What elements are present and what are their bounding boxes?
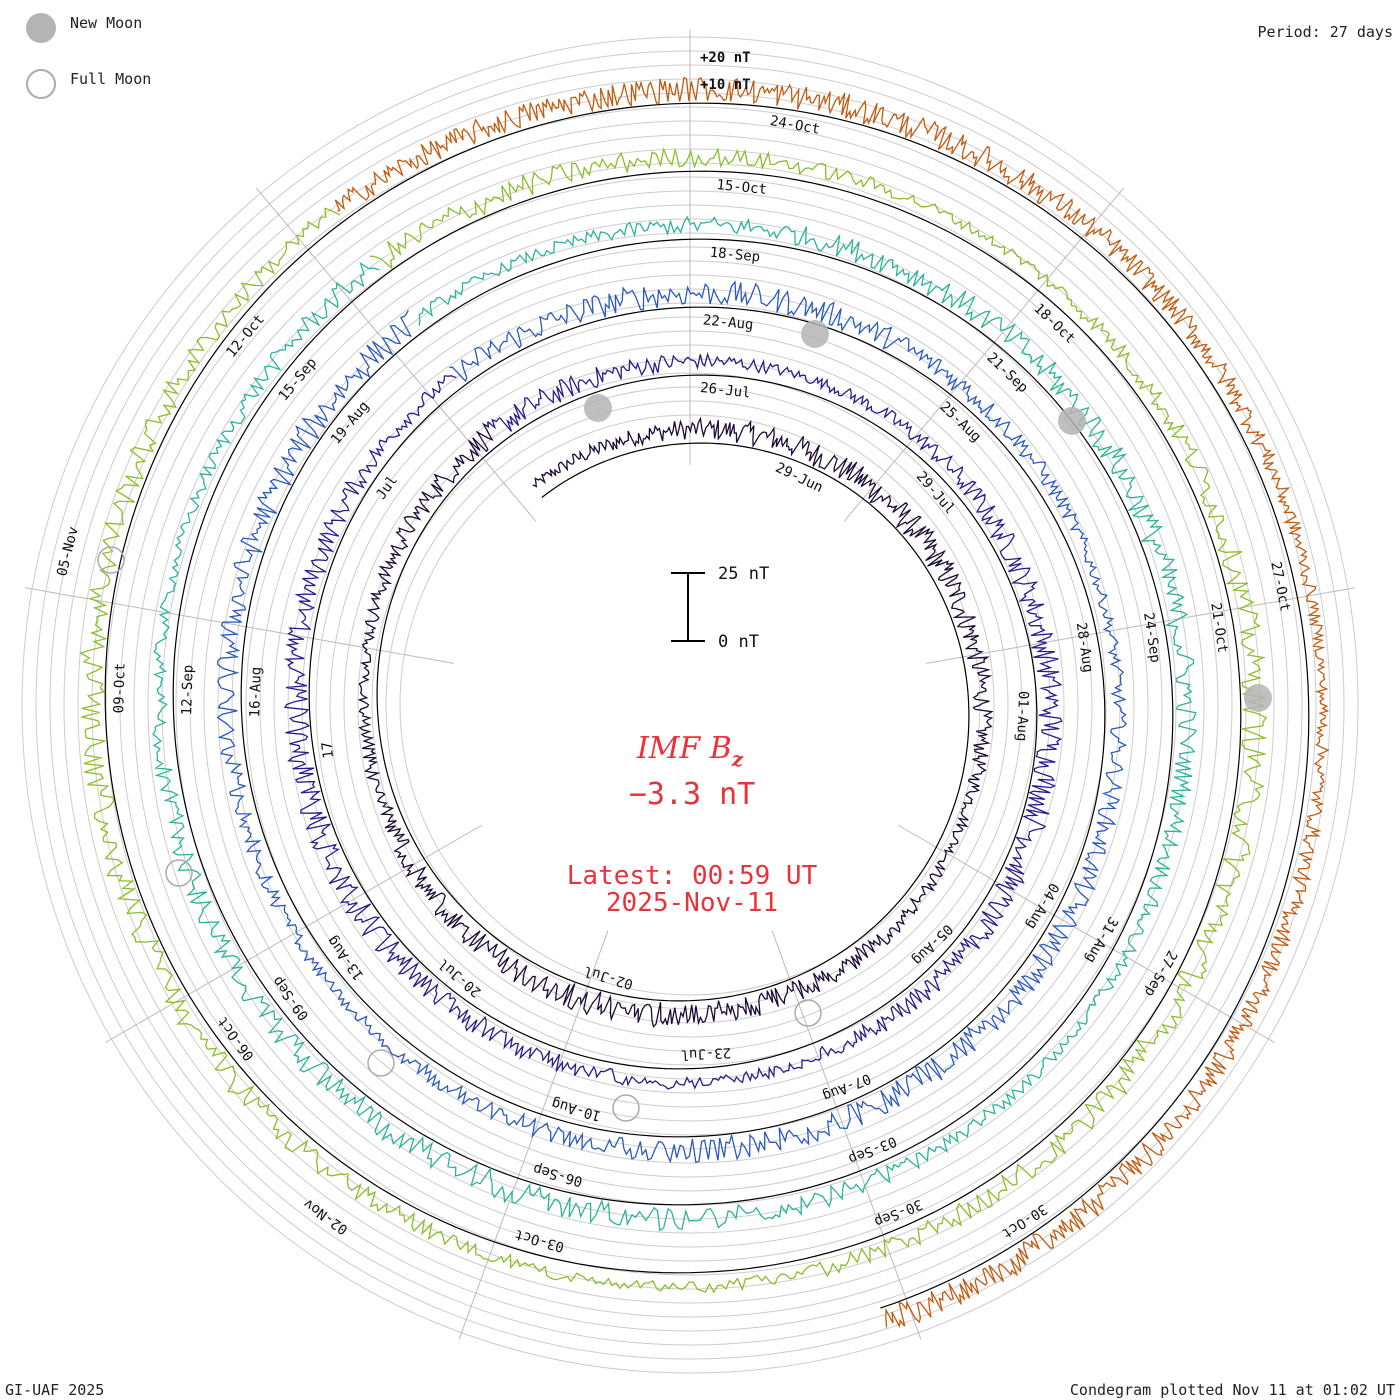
grid-spoke — [771, 930, 922, 1340]
latest-time: Latest: 00:59 UT — [567, 861, 818, 891]
date-tick-label: 18-Oct — [1030, 301, 1078, 348]
date-tick-label: 21-Oct — [1207, 602, 1230, 654]
date-tick-label: 03-Sep — [846, 1133, 899, 1167]
new-moon-marker — [1244, 684, 1272, 712]
date-tick-label: 27-Oct — [1267, 560, 1293, 613]
latest-date: 2025-Nov-11 — [606, 888, 778, 918]
imf-title-main: IMF B — [636, 731, 732, 766]
credit-label: GI-UAF 2025 — [5, 1381, 104, 1399]
grid-spoke — [843, 187, 1125, 522]
date-tick-label: 16-Aug — [247, 667, 264, 718]
date-tick-label: 30-Oct — [999, 1201, 1050, 1242]
scale-top-label: 25 nT — [718, 564, 769, 584]
date-tick-label: 12-Oct — [223, 312, 268, 361]
grid-spoke — [255, 187, 537, 522]
moon-layer — [97, 320, 1272, 1122]
date-tick-label: 09-Sep — [270, 973, 313, 1023]
date-tick-label: 04-Aug — [1023, 880, 1062, 932]
new-moon-icon — [26, 13, 56, 43]
date-tick-label: 31-Aug — [1082, 914, 1121, 966]
date-tick-label: 25-Aug — [936, 399, 984, 446]
date-tick-label: 22-Aug — [702, 312, 754, 333]
new-moon-marker — [801, 320, 829, 348]
date-tick-label: 29-Jul — [913, 469, 958, 518]
grid-spoke — [926, 587, 1355, 664]
grid-layer — [21, 30, 1359, 1374]
new-moon-marker — [584, 394, 612, 422]
date-tick-label: 23-Jul — [680, 1044, 731, 1062]
bz-trace-ring-6 — [334, 76, 1330, 1329]
imf-value: −3.3 nT — [629, 777, 755, 812]
date-tick-label: 24-Sep — [1140, 611, 1163, 663]
bz-trace-ring-1 — [357, 416, 994, 1028]
date-tick-label: 05-Aug — [909, 921, 956, 968]
ref-label-plus20: +20 nT — [700, 50, 751, 66]
grid-spoke — [105, 824, 483, 1043]
full-moon-marker — [612, 1094, 640, 1122]
plotted-label: Condegram plotted Nov 11 at 01:02 UT — [1070, 1381, 1395, 1399]
full-moon-marker — [794, 999, 822, 1027]
date-tick-label: 29-Jun — [773, 460, 826, 496]
date-tick-label: 27-Sep — [1141, 947, 1180, 999]
date-tick-label: 01-Aug — [1013, 691, 1031, 742]
date-tick-label: 09-Oct — [111, 663, 128, 714]
imf-title-subscript: z — [731, 747, 744, 771]
period-label: Period: 27 days — [1258, 23, 1393, 41]
date-tick-label: 24-Oct — [769, 113, 822, 138]
full-moon-icon — [26, 69, 56, 99]
date-tick-label: 18-Sep — [709, 245, 761, 266]
grid-spoke — [897, 824, 1275, 1043]
date-tick-label: Jul — [373, 473, 401, 503]
full-moon-marker — [97, 546, 125, 574]
date-tick-label: 17 — [319, 741, 337, 760]
full-moon-legend-label: Full Moon — [70, 70, 151, 88]
date-tick-label: 12-Sep — [179, 665, 196, 716]
trace-layer — [78, 76, 1330, 1329]
date-tick-label: 15-Oct — [716, 177, 768, 198]
bz-trace-ring-3 — [216, 280, 1128, 1164]
date-tick-label: 05-Nov — [54, 525, 82, 578]
date-tick-label: 30-Sep — [872, 1196, 925, 1230]
bz-trace-ring-4 — [152, 215, 1198, 1232]
full-moon-marker — [165, 859, 193, 887]
full-moon-marker — [367, 1049, 395, 1077]
label-layer: 29-Jun02-Jul26-Jul29-Jul01-Aug05-Aug23-J… — [54, 113, 1293, 1255]
scale-bar — [671, 572, 705, 642]
date-tick-label: 13-Aug — [324, 933, 367, 983]
new-moon-marker — [1058, 407, 1086, 435]
date-tick-label: 21-Sep — [983, 350, 1031, 397]
date-tick-label: 06-Oct — [215, 1013, 258, 1063]
scale-bottom-label: 0 nT — [718, 632, 759, 652]
bz-trace-ring-2 — [283, 352, 1063, 1090]
date-tick-label: 26-Jul — [699, 380, 751, 402]
imf-title: IMF Bz — [636, 731, 744, 771]
ref-label-plus10: +10 nT — [700, 77, 751, 93]
zero-reference-spiral — [104, 102, 1310, 1309]
grid-spoke — [25, 587, 454, 664]
date-tick-label: 28-Aug — [1073, 621, 1096, 673]
bz-trace-ring-5 — [78, 147, 1268, 1294]
new-moon-legend-label: New Moon — [70, 14, 142, 32]
